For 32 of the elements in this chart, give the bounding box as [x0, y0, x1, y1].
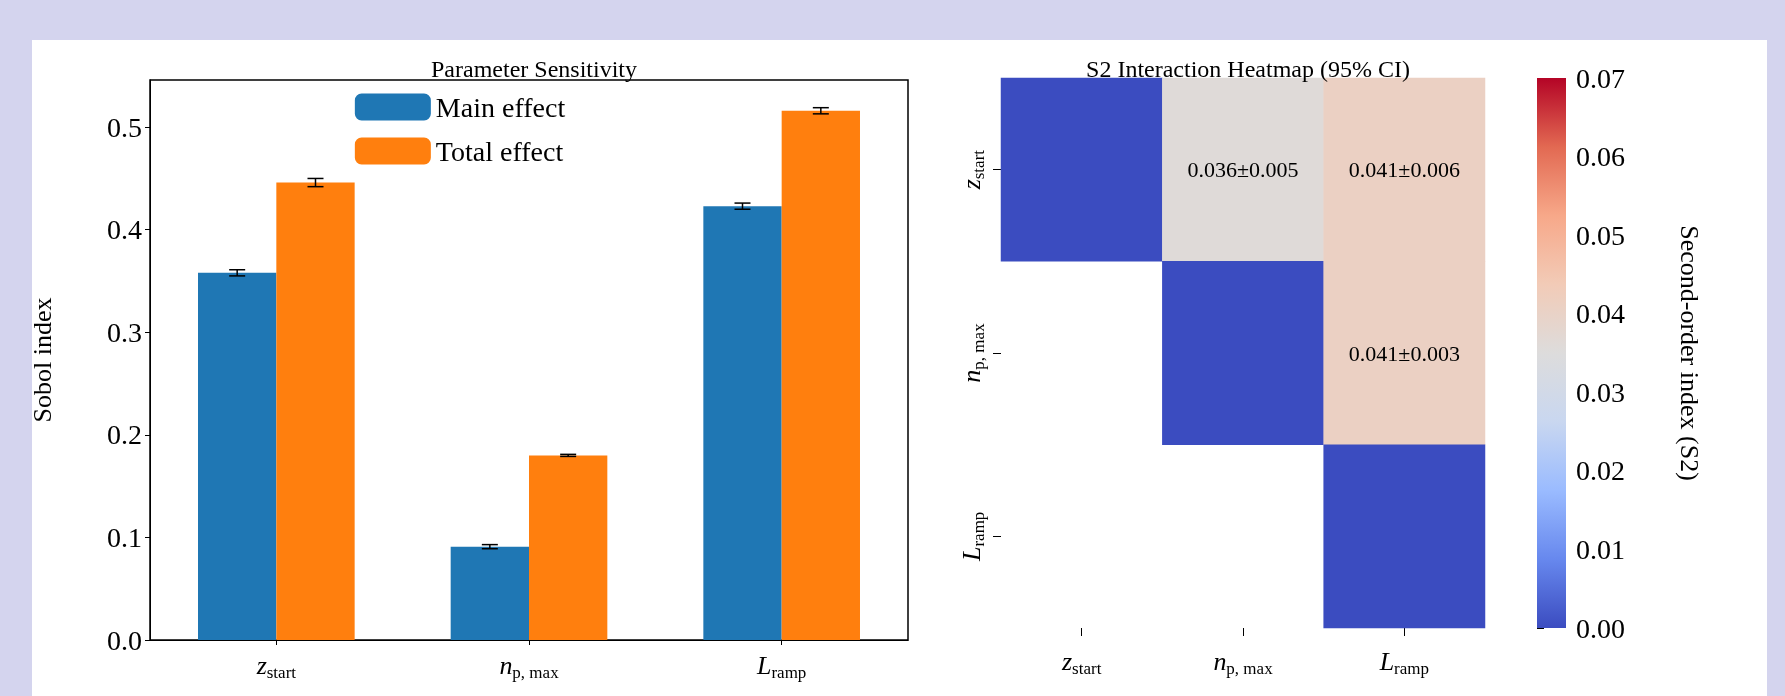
y-tick-label: np, max [957, 322, 988, 383]
color-bar-label: 0.06 [1576, 141, 1625, 173]
data-label: 0.041±0.003 [1348, 340, 1460, 366]
color-bar-label: 0.01 [1576, 533, 1625, 565]
data-label: 0.036±0.005 [1187, 157, 1299, 183]
y-tick-label: 0.0 [107, 624, 142, 656]
color-bar-label: 0.02 [1576, 455, 1625, 487]
bar [276, 182, 355, 640]
color-bar-label: 0.07 [1576, 62, 1625, 94]
y-tick-label: 0.4 [107, 214, 142, 246]
bar [198, 272, 277, 640]
y-tick-label: 0.1 [107, 521, 142, 553]
y-axis-title: Sobol index [27, 297, 57, 423]
color-bar-label: 0.05 [1576, 219, 1625, 251]
y-tick-label: zstart [957, 149, 988, 191]
color-bar-label: 0.00 [1576, 612, 1625, 644]
legend-label: Total effect [435, 135, 564, 167]
color-bar-title: Second-order index (S2) [1674, 225, 1704, 481]
bar [450, 546, 529, 640]
chart-title: S2 Interaction Heatmap (95% CI) [1086, 56, 1410, 82]
data-label: 0.041±0.006 [1348, 157, 1460, 183]
color-bar-label: 0.04 [1576, 298, 1625, 330]
bar [781, 110, 860, 640]
bar [529, 455, 608, 640]
chart-title: Parameter Sensitivity [431, 56, 637, 82]
y-tick-label: Lramp [957, 511, 988, 563]
color-bar-label: 0.03 [1576, 376, 1625, 408]
y-tick-label: 0.5 [107, 111, 142, 143]
y-tick-label: 0.3 [107, 316, 142, 348]
y-tick-label: 0.2 [107, 419, 142, 451]
legend-label: Main effect [435, 91, 566, 123]
bar [703, 206, 782, 640]
